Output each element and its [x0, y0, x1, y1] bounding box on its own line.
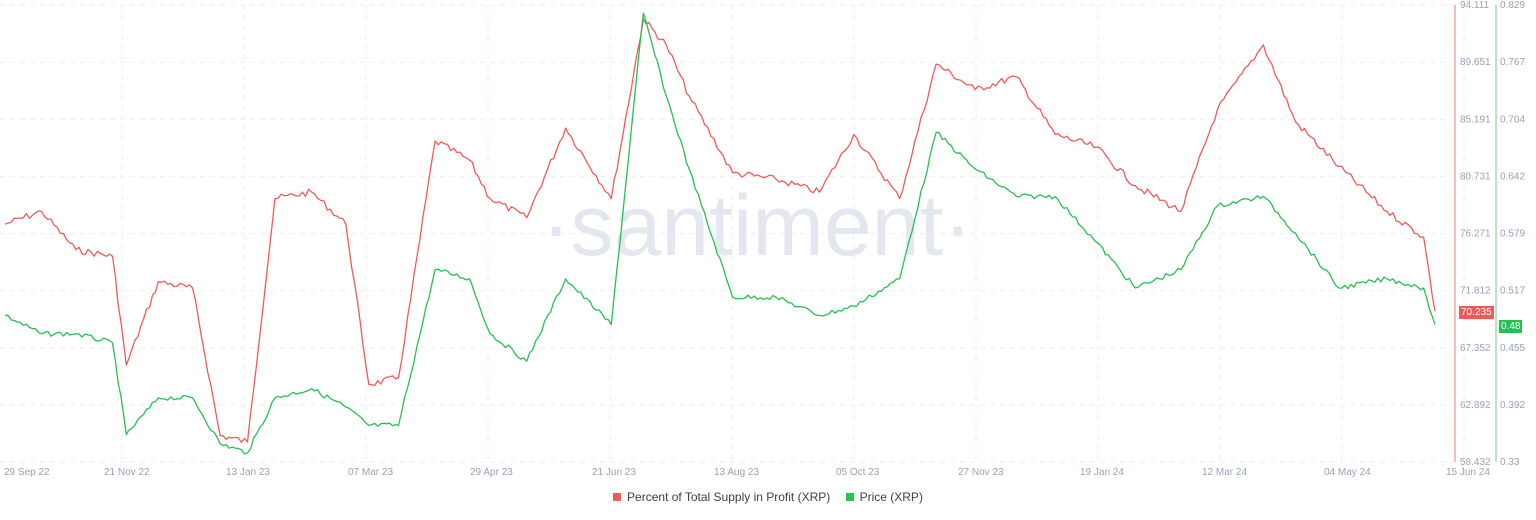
x-tick-label: 13 Aug 23	[714, 467, 759, 478]
chart-legend: Percent of Total Supply in Profit (XRP) …	[0, 490, 1536, 504]
left-y-tick-label: 89.651	[1460, 57, 1491, 68]
legend-label-price: Price (XRP)	[859, 490, 923, 504]
price-swatch-icon	[845, 493, 854, 501]
x-tick-label: 13 Jan 23	[226, 467, 270, 478]
right-y-tick-label: 0.767	[1500, 57, 1525, 68]
x-tick-label: 04 May 24	[1324, 467, 1371, 478]
legend-label-profit: Percent of Total Supply in Profit (XRP)	[627, 490, 831, 504]
price-current-badge: 0.48	[1499, 320, 1523, 333]
x-tick-label: 19 Jan 24	[1080, 467, 1124, 478]
line-chart: ·santiment· 94.111 89.651 85.191 80.731 76.2…	[0, 0, 1525, 478]
x-tick-label: 27 Nov 23	[958, 467, 1004, 478]
left-y-tick-label: 80.731	[1460, 171, 1491, 182]
left-y-tick-label: 62.892	[1460, 400, 1491, 411]
x-tick-label: 07 Mar 23	[348, 467, 393, 478]
santiment-watermark: ·santiment·	[542, 178, 972, 274]
legend-item-profit[interactable]: Percent of Total Supply in Profit (XRP)	[613, 490, 830, 504]
x-tick-label: 21 Jun 23	[592, 467, 636, 478]
grid-lines	[0, 4, 1465, 463]
left-y-tick-label: 71.812	[1460, 286, 1491, 297]
right-y-tick-label: 0.579	[1500, 229, 1525, 240]
x-tick-label: 29 Sep 22	[4, 467, 50, 478]
x-axis-ticks: 29 Sep 22 21 Nov 22 13 Jan 23 07 Mar 23 29 A…	[4, 467, 1490, 478]
x-tick-label: 12 Mar 24	[1202, 467, 1247, 478]
x-tick-label: 05 Oct 23	[836, 467, 880, 478]
right-y-tick-label: 0.642	[1500, 171, 1525, 182]
profit-swatch-icon	[613, 493, 622, 501]
x-tick-label: 15 Jun 24	[1446, 467, 1490, 478]
left-y-tick-label: 76.271	[1460, 229, 1491, 240]
x-tick-label: 21 Nov 22	[104, 467, 150, 478]
right-y-tick-label: 0.517	[1500, 286, 1525, 297]
left-y-tick-label: 58.432	[1460, 457, 1491, 468]
left-y-tick-label: 85.191	[1460, 114, 1491, 125]
left-axis-ticks: 94.111 89.651 85.191 80.731 76.271 71.812 67.3…	[1460, 0, 1491, 468]
x-tick-label: 29 Apr 23	[470, 467, 513, 478]
right-y-tick-label: 0.704	[1500, 114, 1525, 125]
profit-current-badge: 70.235	[1459, 306, 1494, 319]
left-y-tick-label: 94.111	[1460, 0, 1490, 11]
right-y-tick-label: 0.829	[1500, 0, 1525, 11]
right-y-tick-label: 0.392	[1500, 400, 1525, 411]
left-y-tick-label: 67.352	[1460, 343, 1491, 354]
right-y-tick-label: 0.455	[1500, 343, 1525, 354]
legend-item-price[interactable]: Price (XRP)	[845, 490, 923, 504]
price-line	[4, 12, 1436, 455]
right-axis-ticks: 0.829 0.767 0.704 0.642 0.579 0.517 0.455 0.392…	[1500, 0, 1525, 468]
right-y-tick-label: 0.33	[1500, 457, 1520, 468]
series-lines	[4, 12, 1436, 455]
profit-line	[4, 18, 1436, 443]
